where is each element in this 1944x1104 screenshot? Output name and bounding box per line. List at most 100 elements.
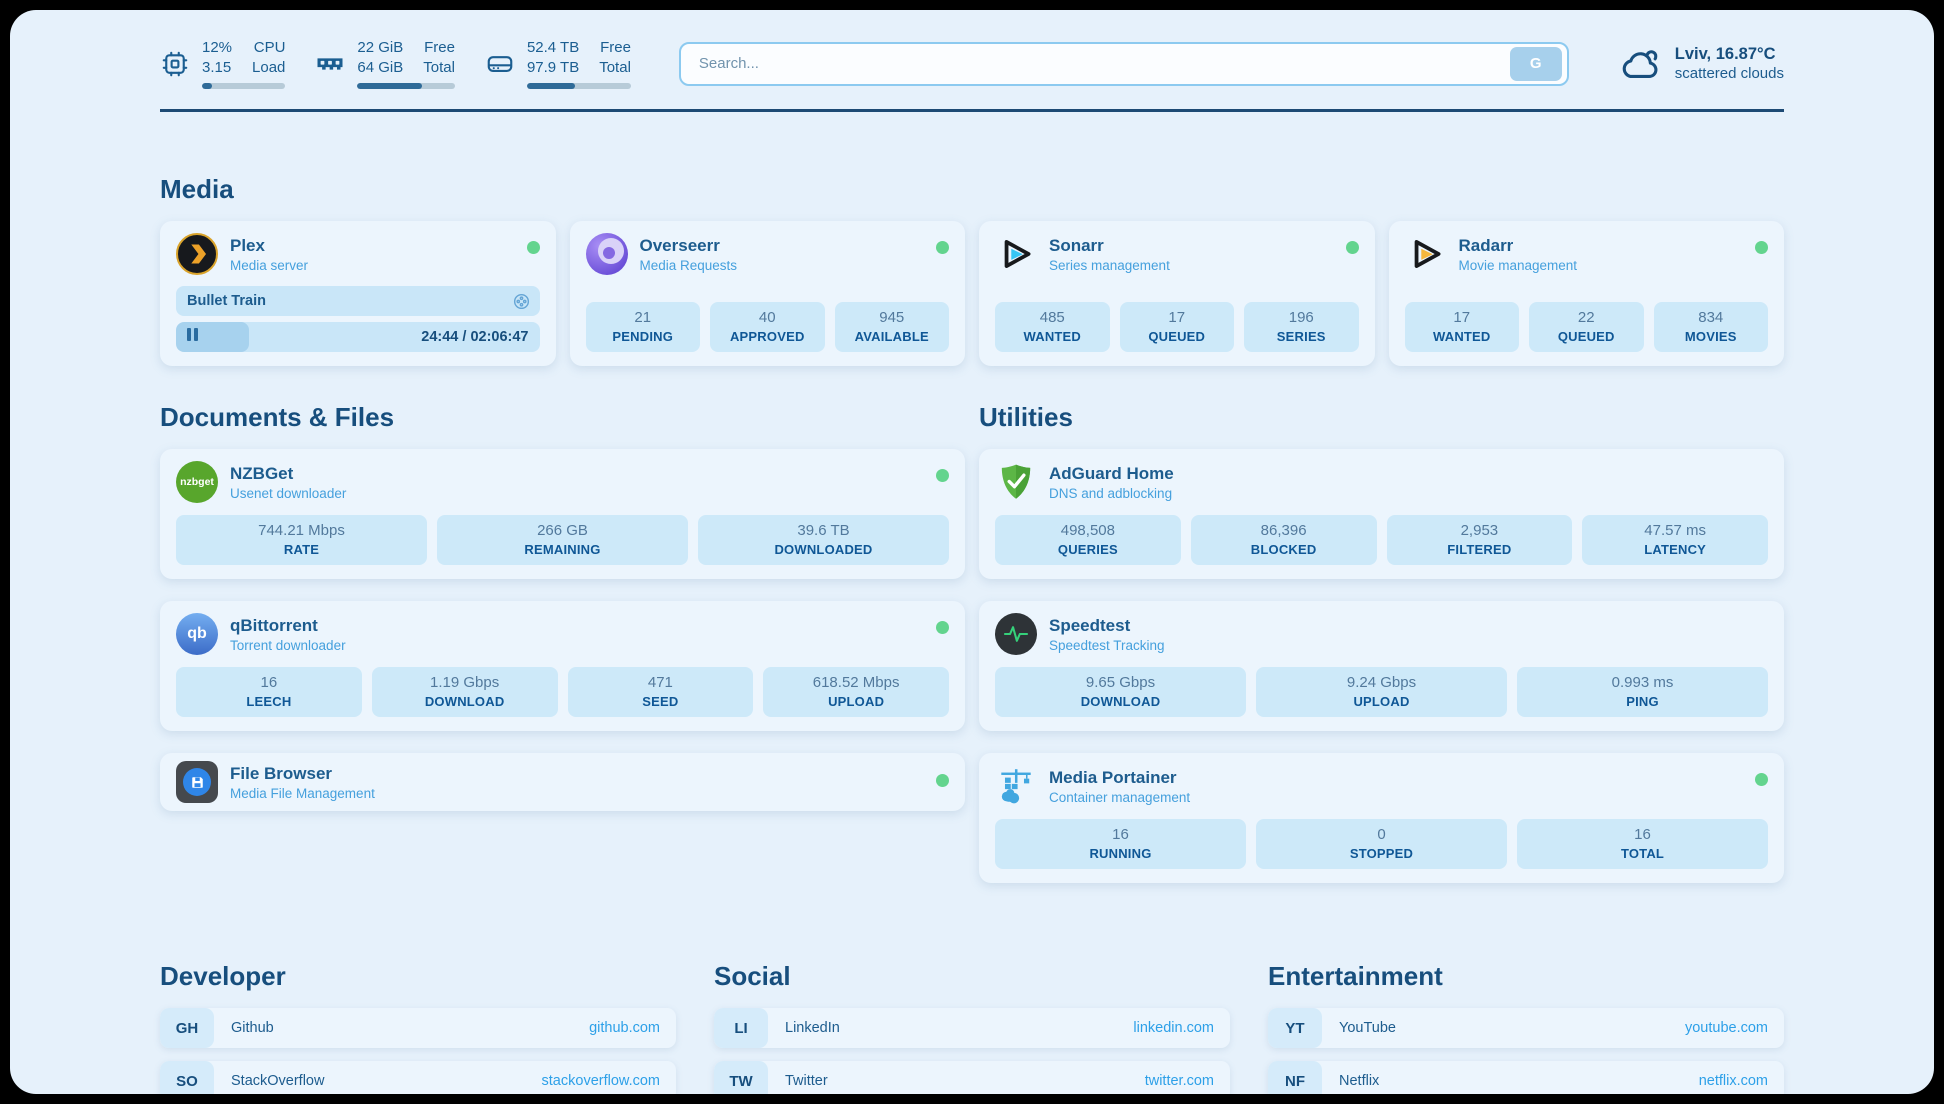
status-dot xyxy=(1345,241,1359,254)
stat-running: 16 RUNNING xyxy=(995,819,1246,869)
storage-progress-bar xyxy=(526,83,631,89)
bookmark-linkedin[interactable]: LI LinkedIn linkedin.com xyxy=(714,1008,1230,1048)
memory-progress-bar xyxy=(357,83,455,89)
cpu-widget: 12% 3.15 CPU Load xyxy=(160,38,286,89)
stat-pending: 21 PENDING xyxy=(585,302,700,352)
storage-values: 52.4 TB 97.9 TB xyxy=(526,39,580,76)
stat-queued: 22 QUEUED xyxy=(1529,302,1644,352)
app-card-portainer[interactable]: Media Portainer Container management 16 … xyxy=(979,753,1784,883)
cpu-labels: CPU Load xyxy=(252,39,286,76)
app-card-qbittorrent[interactable]: qb qBittorrent Torrent downloader 16 LEE… xyxy=(160,601,965,731)
stat-latency: 47.57 ms LATENCY xyxy=(1582,515,1768,565)
app-card-adguard[interactable]: AdGuard Home DNS and adblocking 498,508 … xyxy=(979,449,1784,579)
status-dot xyxy=(1755,241,1768,254)
utilities-column: Utilities AdGuard Home DNS and adblockin… xyxy=(979,402,1784,905)
bookmark-youtube[interactable]: YT YouTube youtube.com xyxy=(1268,1008,1784,1048)
stat-leech: 16 LEECH xyxy=(176,667,362,717)
status-dot xyxy=(936,241,949,254)
stat-wanted: 485 WANTED xyxy=(995,302,1110,352)
bookmark-name: StackOverflow xyxy=(231,1073,325,1089)
app-name: qBittorrent xyxy=(230,615,318,635)
app-subtitle: Media server xyxy=(230,257,309,273)
section-title-utilities: Utilities xyxy=(979,402,1073,432)
bookmark-github[interactable]: GH Github github.com xyxy=(160,1008,676,1048)
app-card-sonarr[interactable]: Sonarr Series management 485 WANTED 17 Q… xyxy=(979,221,1375,366)
sonarr-icon xyxy=(995,233,1037,275)
search-bar: G xyxy=(678,41,1569,86)
app-name: File Browser xyxy=(230,763,333,783)
developer-column: Developer GH Github github.com SO StackO… xyxy=(160,961,676,1094)
stat-download: 9.65 Gbps DOWNLOAD xyxy=(995,667,1246,717)
stat-queries: 498,508 QUERIES xyxy=(995,515,1181,565)
bookmark-url: github.com xyxy=(589,1020,660,1036)
now-playing-row: Bullet Train xyxy=(176,286,540,316)
app-name: Media Portainer xyxy=(1049,767,1177,787)
section-title-developer: Developer xyxy=(160,961,286,991)
bookmark-badge: SO xyxy=(160,1061,214,1094)
stat-ping: 0.993 ms PING xyxy=(1517,667,1768,717)
bookmark-badge: GH xyxy=(160,1008,214,1048)
weather-summary: Lviv, 16.87°C xyxy=(1674,45,1776,63)
storage-labels: Free Total xyxy=(599,39,631,76)
cloud-icon xyxy=(1617,41,1663,87)
app-subtitle: Speedtest Tracking xyxy=(1049,637,1165,653)
bookmark-badge: YT xyxy=(1268,1008,1322,1048)
playback-progress-bar: 24:44 / 02:06:47 xyxy=(176,322,540,352)
speedtest-icon xyxy=(995,613,1037,655)
section-title-media: Media xyxy=(160,174,234,204)
bookmark-badge: LI xyxy=(714,1008,768,1048)
stat-movies: 834 MOVIES xyxy=(1653,302,1768,352)
app-card-speedtest[interactable]: Speedtest Speedtest Tracking 9.65 Gbps D… xyxy=(979,601,1784,731)
storage-widget: 52.4 TB 97.9 TB Free Total xyxy=(485,38,631,89)
app-subtitle: Media Requests xyxy=(639,257,738,273)
bookmark-stackoverflow[interactable]: SO StackOverflow stackoverflow.com xyxy=(160,1061,676,1094)
bookmark-url: stackoverflow.com xyxy=(541,1073,660,1089)
app-name: AdGuard Home xyxy=(1049,463,1174,483)
bookmark-name: Netflix xyxy=(1339,1073,1380,1089)
stat-rate: 744.21 Mbps RATE xyxy=(176,515,427,565)
radarr-icon xyxy=(1405,233,1447,275)
plex-icon xyxy=(176,233,218,275)
app-subtitle: Series management xyxy=(1049,257,1170,273)
status-dot xyxy=(936,469,949,482)
app-card-plex[interactable]: Plex Media server Bullet Train xyxy=(160,221,556,366)
cpu-values: 12% 3.15 xyxy=(202,39,233,76)
app-subtitle: Movie management xyxy=(1458,257,1578,273)
app-card-radarr[interactable]: Radarr Movie management 17 WANTED 22 QUE… xyxy=(1388,221,1784,366)
section-title-entertainment: Entertainment xyxy=(1268,961,1443,991)
filebrowser-icon xyxy=(176,761,218,803)
film-reel-icon[interactable] xyxy=(512,292,531,311)
bookmark-twitter[interactable]: TW Twitter twitter.com xyxy=(714,1061,1230,1094)
search-input[interactable] xyxy=(696,54,1510,73)
bookmark-url: netflix.com xyxy=(1698,1073,1768,1089)
bookmark-netflix[interactable]: NF Netflix netflix.com xyxy=(1268,1061,1784,1094)
bookmark-url: youtube.com xyxy=(1684,1020,1768,1036)
bookmark-badge: TW xyxy=(714,1061,768,1094)
search-engine-button[interactable]: G xyxy=(1509,46,1562,81)
stat-total: 16 TOTAL xyxy=(1517,819,1768,869)
bookmark-url: linkedin.com xyxy=(1133,1020,1214,1036)
playback-time: 24:44 / 02:06:47 xyxy=(421,329,529,345)
portainer-icon xyxy=(995,765,1037,807)
app-name: Sonarr xyxy=(1049,235,1104,255)
app-card-nzbget[interactable]: nzbget NZBGet Usenet downloader 744.21 M… xyxy=(160,449,965,579)
memory-values: 22 GiB 64 GiB xyxy=(357,39,404,76)
app-card-overseerr[interactable]: Overseerr Media Requests 21 PENDING 40 A… xyxy=(569,221,965,366)
section-title-social: Social xyxy=(714,961,791,991)
status-dot xyxy=(936,774,949,787)
stat-stopped: 0 STOPPED xyxy=(1256,819,1507,869)
memory-labels: Free Total xyxy=(423,39,455,76)
app-subtitle: Container management xyxy=(1049,789,1191,805)
app-subtitle: DNS and adblocking xyxy=(1049,485,1173,501)
stat-upload: 9.24 Gbps UPLOAD xyxy=(1256,667,1507,717)
status-dot xyxy=(1755,773,1768,786)
adguard-icon xyxy=(995,461,1037,503)
bookmark-badge: NF xyxy=(1268,1061,1322,1094)
qbittorrent-icon: qb xyxy=(176,613,218,655)
stat-series: 196 SERIES xyxy=(1244,302,1359,352)
app-subtitle: Media File Management xyxy=(230,785,375,801)
bookmark-url: twitter.com xyxy=(1144,1073,1214,1089)
app-card-filebrowser[interactable]: File Browser Media File Management xyxy=(160,753,965,811)
app-name: Plex xyxy=(230,235,265,255)
now-playing-title: Bullet Train xyxy=(187,293,266,309)
